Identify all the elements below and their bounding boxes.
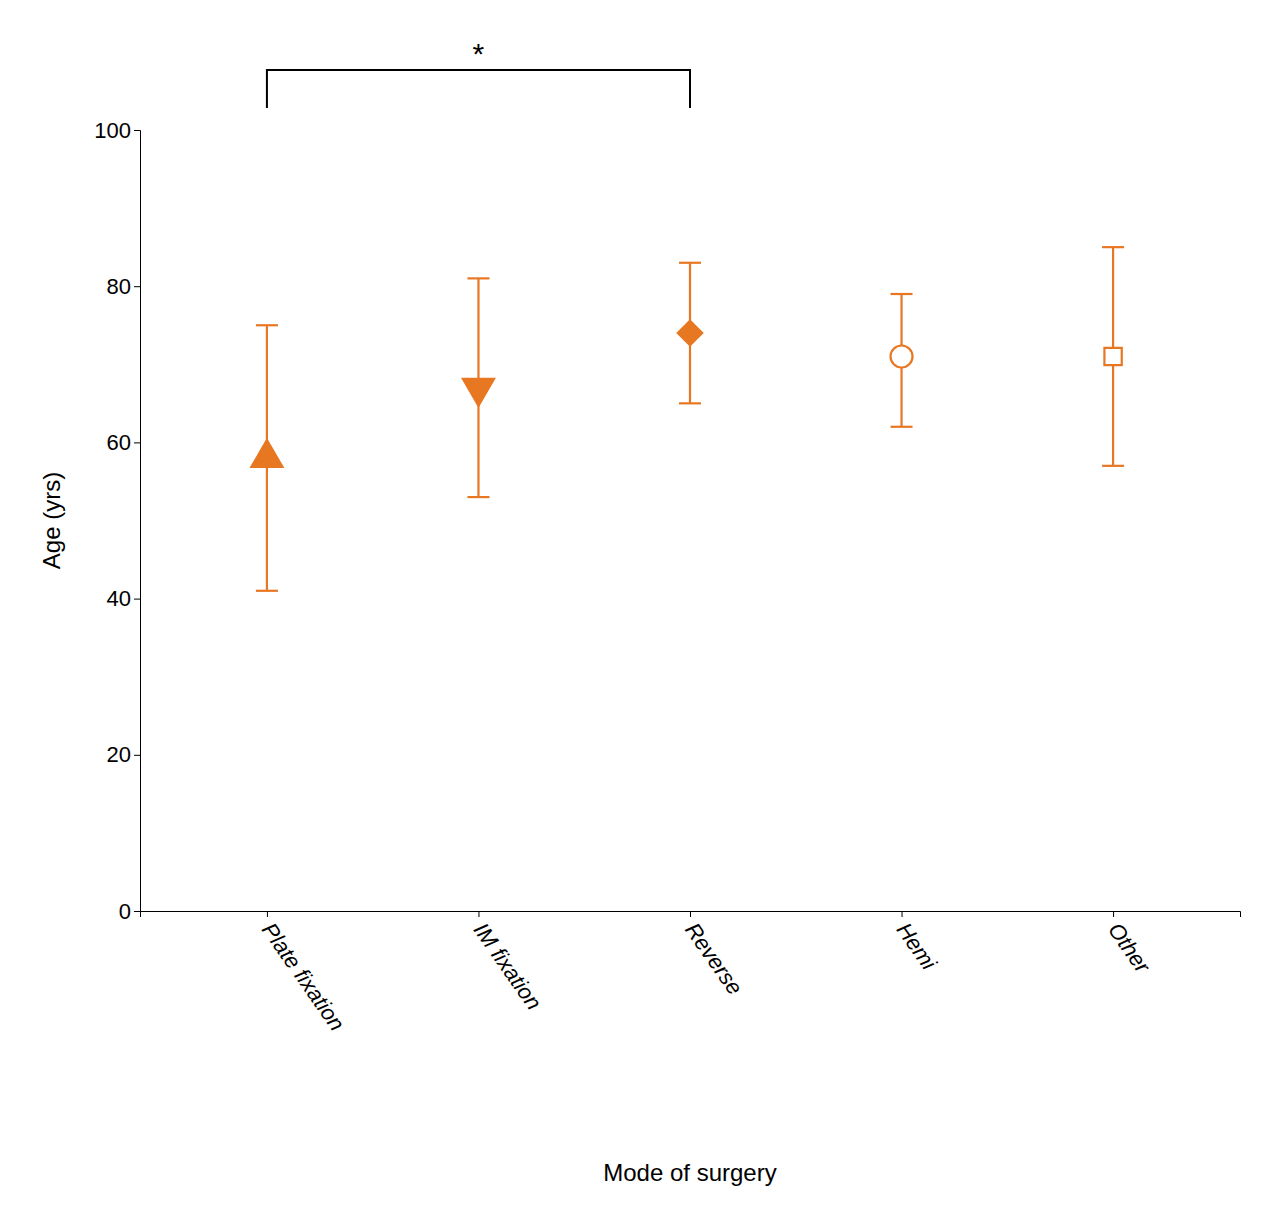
point-group <box>1102 247 1124 466</box>
error-cap-upper <box>1102 246 1124 248</box>
error-cap-lower <box>679 402 701 404</box>
x-tick-label: IM fixation <box>469 918 547 1014</box>
marker <box>678 321 702 345</box>
y-tick-label: 40 <box>107 586 131 611</box>
x-axis-line <box>141 912 1241 918</box>
x-tick: Reverse <box>680 911 747 999</box>
x-tick: Other <box>1103 911 1156 979</box>
error-cap-upper <box>467 277 489 279</box>
x-tick-mark <box>267 911 268 917</box>
marks <box>251 247 1124 591</box>
x-tick-mark <box>690 911 691 917</box>
x-tick-label: Reverse <box>680 918 747 999</box>
y-tick-mark <box>134 130 140 131</box>
error-bar-upper <box>1112 247 1114 356</box>
y-tick: 60 <box>107 430 140 455</box>
error-cap-upper <box>679 262 701 264</box>
marker <box>1104 348 1121 365</box>
x-tick-label: Other <box>1103 918 1156 979</box>
y-axis: 0 20 40 60 80 100 <box>94 118 140 924</box>
point-group <box>891 294 913 427</box>
y-tick-mark <box>134 755 140 756</box>
x-tick-mark <box>902 911 903 917</box>
error-cap-upper <box>256 324 278 326</box>
error-cap-lower <box>1102 465 1124 467</box>
x-tick: IM fixation <box>469 911 547 1014</box>
y-tick-label: 80 <box>107 274 131 299</box>
y-tick: 80 <box>107 274 140 299</box>
error-bar-upper <box>477 278 479 387</box>
y-tick: 0 <box>119 899 140 924</box>
y-tick-label: 60 <box>107 430 131 455</box>
error-bar-lower <box>1112 356 1114 465</box>
error-bar-lower <box>266 458 268 591</box>
error-cap-upper <box>891 293 913 295</box>
x-tick: Plate fixation <box>257 911 350 1035</box>
y-tick-mark <box>134 911 140 912</box>
y-tick-label: 20 <box>107 742 131 767</box>
x-axis-title: Mode of surgery <box>603 1159 776 1186</box>
significance-bracket <box>267 70 690 108</box>
point-group <box>678 263 702 404</box>
y-tick: 40 <box>107 586 140 611</box>
point-group <box>251 325 282 591</box>
error-cap-lower <box>256 590 278 592</box>
y-tick-label: 0 <box>119 899 131 924</box>
x-tick: Hemi <box>892 911 943 975</box>
marker <box>463 379 494 406</box>
y-tick: 20 <box>107 742 140 767</box>
x-tick-label: Plate fixation <box>257 918 350 1036</box>
x-tick-mark <box>1113 911 1114 917</box>
y-tick-mark <box>134 442 140 443</box>
point-group <box>463 278 494 497</box>
y-tick: 100 <box>94 118 140 143</box>
y-axis-line <box>134 131 141 912</box>
x-axis: Plate fixation IM fixation Reverse Hemi Othe… <box>141 911 1241 1035</box>
marker <box>891 345 913 367</box>
y-tick-mark <box>134 599 140 600</box>
significance-annotation: * <box>267 37 690 108</box>
error-cap-lower <box>891 426 913 428</box>
marker <box>251 440 282 467</box>
y-axis-title: Age (yrs) <box>38 472 65 569</box>
x-tick-mark <box>478 911 479 917</box>
y-tick-mark <box>134 286 140 287</box>
significance-label: * <box>473 37 485 70</box>
chart: 0 20 40 60 80 100 Plate fixation IM fixation Rev… <box>0 0 1280 1211</box>
x-tick-label: Hemi <box>892 918 943 975</box>
y-tick-label: 100 <box>94 118 131 143</box>
plot: 0 20 40 60 80 100 Plate fixation IM fixation Rev… <box>94 37 1240 1035</box>
error-cap-lower <box>467 496 489 498</box>
